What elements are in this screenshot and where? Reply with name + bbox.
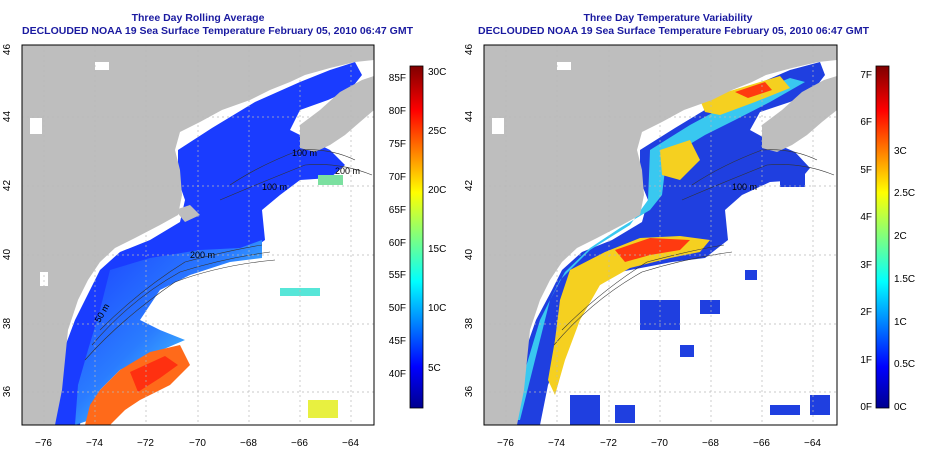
right-colorbar-c-label: 3C (894, 145, 907, 157)
right-x-tick: −66 (753, 438, 770, 449)
right-y-tick: 38 (464, 317, 476, 330)
right-colorbar-c-label: 2.5C (894, 188, 916, 200)
left-graticule (22, 45, 374, 425)
left-x-tick: −72 (137, 438, 154, 449)
right-contour-label: 100 m (732, 182, 758, 192)
right-var-high (548, 236, 710, 395)
right-map (484, 45, 837, 425)
right-x-tick: −76 (497, 438, 514, 449)
left-land (22, 45, 374, 425)
left-contour-label: 100 m (292, 148, 318, 158)
right-var-high (735, 82, 772, 98)
left-x-tick: −68 (240, 438, 257, 449)
left-colorbar-f-label: 85F (388, 73, 406, 85)
left-colorbar-c-label: 10C (428, 303, 447, 315)
left-x-tick: −70 (189, 438, 206, 449)
right-map-frame (483, 44, 838, 426)
right-colorbar-c-label: 0C (894, 402, 907, 413)
right-x-tick: −64 (804, 438, 821, 449)
left-map-frame (21, 44, 375, 426)
right-colorbar (875, 65, 890, 409)
right-colorbar-f-label: 2F (860, 307, 872, 318)
right-colorbar-c-label: 1C (894, 316, 907, 328)
left-colorbar-f-label: 75F (388, 138, 406, 150)
right-colorbar-c-label: 2C (894, 231, 907, 242)
left-sst-cold-water (50, 62, 362, 425)
left-x-tick: −76 (35, 438, 52, 449)
left-y-tick: 36 (2, 385, 14, 398)
right-title-line1: Three Day Temperature Variability (583, 12, 753, 24)
left-colorbar-f-label: 70F (388, 171, 406, 183)
left-land (175, 205, 200, 222)
left-colorbar-f-label: 55F (388, 270, 406, 282)
right-land (762, 76, 837, 152)
left-x-tick: −74 (86, 438, 103, 449)
left-colorbar-f-label: 50F (388, 303, 406, 315)
left-title-line1: Three Day Rolling Average (131, 12, 265, 24)
left-colorbar-c-label: 15C (428, 244, 447, 256)
left-y-tick: 38 (2, 317, 14, 330)
left-colorbar-c-label: 25C (428, 125, 447, 137)
right-colorbar-f-label: 7F (860, 69, 872, 81)
left-contour-label: 200 m (335, 166, 361, 176)
left-sst-patch (308, 400, 338, 418)
left-colorbar-c-label: 5C (428, 362, 441, 374)
left-lake (40, 272, 48, 286)
left-y-tick: 42 (2, 179, 14, 192)
right-colorbar-c-label: 1.5C (894, 273, 916, 285)
left-colorbar-f-label: 40F (388, 369, 406, 381)
right-colorbar-f-label: 6F (860, 117, 872, 128)
right-title-line2: DECLOUDED NOAA 19 Sea Surface Temperatur… (478, 25, 869, 37)
left-lake (95, 62, 109, 70)
left-x-tick: −64 (342, 438, 359, 449)
left-colorbar-f-label: 65F (388, 204, 406, 216)
left-sst-shelf-slope (75, 240, 262, 425)
right-var-mid (660, 140, 700, 180)
right-x-tick: −72 (600, 438, 617, 449)
left-x-tick: −66 (291, 438, 308, 449)
left-y-tick: 44 (2, 110, 14, 123)
right-lake (557, 62, 571, 70)
right-x-tick: −68 (702, 438, 719, 449)
right-y-tick: 44 (464, 110, 476, 123)
right-colorbar-f-label: 0F (860, 402, 872, 413)
left-colorbar (409, 65, 424, 409)
left-contour-label: 200 m (190, 250, 216, 260)
left-lake (30, 118, 42, 134)
right-var-high (615, 238, 690, 262)
right-y-tick: 46 (464, 43, 476, 56)
right-colorbar-f-label: 3F (860, 259, 872, 271)
right-colorbar-c-label: 0.5C (894, 359, 916, 371)
left-colorbar-f-label: 45F (388, 336, 406, 348)
right-colorbar-f-label: 1F (860, 354, 872, 366)
right-colorbar-f-label: 4F (860, 212, 872, 223)
left-land (300, 76, 374, 152)
left-colorbar-c-label: 30C (428, 66, 447, 78)
left-y-tick: 40 (2, 248, 14, 261)
left-colorbar-c-label: 20C (428, 184, 447, 196)
right-graticule (484, 45, 837, 425)
left-colorbar-f-label: 60F (388, 237, 406, 249)
left-map (22, 45, 374, 425)
right-x-tick: −74 (548, 438, 565, 449)
right-y-tick: 36 (464, 385, 476, 398)
left-sst-gulf-stream-core (130, 356, 178, 392)
right-colorbar-f-label: 5F (860, 164, 872, 176)
left-title-line2: DECLOUDED NOAA 19 Sea Surface Temperatur… (22, 25, 413, 37)
right-x-tick: −70 (651, 438, 668, 449)
left-y-tick: 46 (2, 43, 14, 56)
right-land (484, 45, 837, 425)
right-y-tick: 40 (464, 248, 476, 261)
left-bathymetry-contours (84, 149, 373, 361)
left-contour-label: 100 m (262, 182, 288, 192)
left-sst-patch (318, 175, 343, 185)
right-lake (492, 118, 504, 134)
right-y-tick: 42 (464, 179, 476, 192)
left-colorbar-f-label: 80F (388, 106, 406, 118)
